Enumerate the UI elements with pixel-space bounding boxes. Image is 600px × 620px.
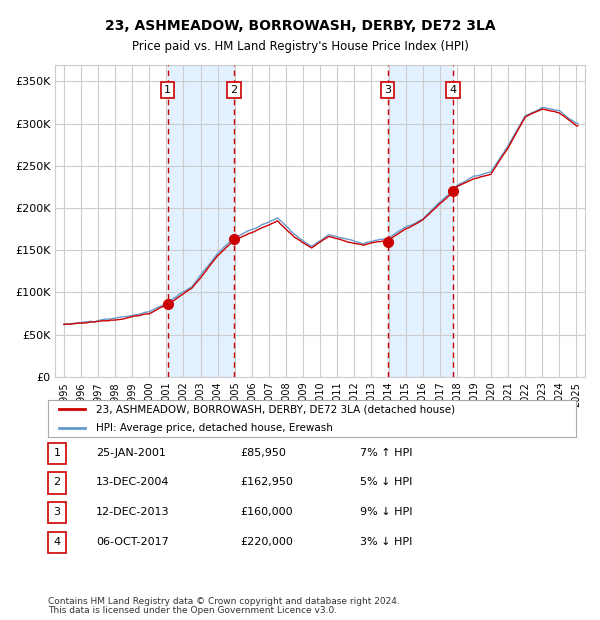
- Text: £162,950: £162,950: [240, 477, 293, 487]
- Text: 23, ASHMEADOW, BORROWASH, DERBY, DE72 3LA (detached house): 23, ASHMEADOW, BORROWASH, DERBY, DE72 3L…: [95, 404, 455, 414]
- Text: Contains HM Land Registry data © Crown copyright and database right 2024.: Contains HM Land Registry data © Crown c…: [48, 597, 400, 606]
- Text: 25-JAN-2001: 25-JAN-2001: [96, 448, 166, 458]
- Text: £160,000: £160,000: [240, 507, 293, 517]
- Text: 2: 2: [230, 85, 238, 95]
- Text: 7% ↑ HPI: 7% ↑ HPI: [360, 448, 413, 458]
- Text: 13-DEC-2004: 13-DEC-2004: [96, 477, 170, 487]
- Text: 3: 3: [384, 85, 391, 95]
- Text: 5% ↓ HPI: 5% ↓ HPI: [360, 477, 412, 487]
- Bar: [388, 64, 453, 377]
- Text: 9% ↓ HPI: 9% ↓ HPI: [360, 507, 413, 517]
- Text: 1: 1: [53, 448, 61, 458]
- Text: Price paid vs. HM Land Registry's House Price Index (HPI): Price paid vs. HM Land Registry's House …: [131, 40, 469, 53]
- Text: 1: 1: [164, 85, 171, 95]
- Text: HPI: Average price, detached house, Erewash: HPI: Average price, detached house, Erew…: [95, 423, 332, 433]
- Text: 4: 4: [53, 537, 61, 547]
- Text: 06-OCT-2017: 06-OCT-2017: [96, 537, 169, 547]
- Text: £220,000: £220,000: [240, 537, 293, 547]
- Bar: [167, 64, 234, 377]
- Text: £85,950: £85,950: [240, 448, 286, 458]
- Text: 12-DEC-2013: 12-DEC-2013: [96, 507, 170, 517]
- Text: 3% ↓ HPI: 3% ↓ HPI: [360, 537, 412, 547]
- Text: 23, ASHMEADOW, BORROWASH, DERBY, DE72 3LA: 23, ASHMEADOW, BORROWASH, DERBY, DE72 3L…: [104, 19, 496, 33]
- Text: This data is licensed under the Open Government Licence v3.0.: This data is licensed under the Open Gov…: [48, 606, 337, 615]
- Text: 4: 4: [449, 85, 457, 95]
- Text: 2: 2: [53, 477, 61, 487]
- Text: 3: 3: [53, 507, 61, 517]
